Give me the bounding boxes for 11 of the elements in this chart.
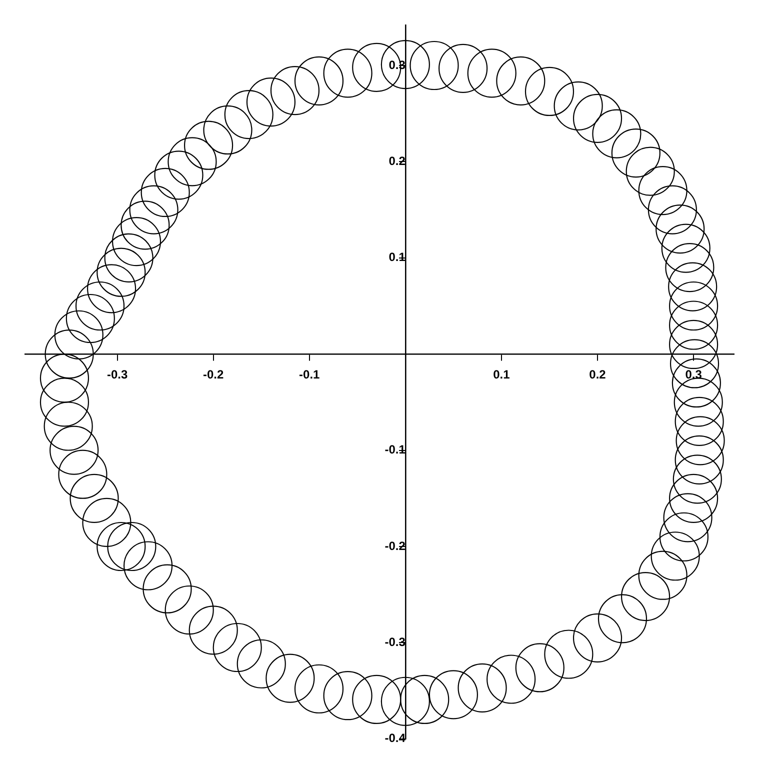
y-tick-label: -0.3 <box>384 635 406 650</box>
x-tick-label: -0.1 <box>299 368 320 382</box>
y-tick-label: 0.2 <box>388 154 406 168</box>
x-tick-label: 0.2 <box>589 368 606 382</box>
y-tick-label: -0.2 <box>384 538 406 553</box>
x-tick-label: 0.3 <box>685 368 702 382</box>
x-tick-label: -0.2 <box>203 368 224 382</box>
x-tick-label: -0.3 <box>106 368 128 382</box>
y-tick-label: -0.1 <box>384 442 406 457</box>
x-tick-label: 0.1 <box>493 368 510 382</box>
y-tick-label: 0.1 <box>388 250 406 264</box>
